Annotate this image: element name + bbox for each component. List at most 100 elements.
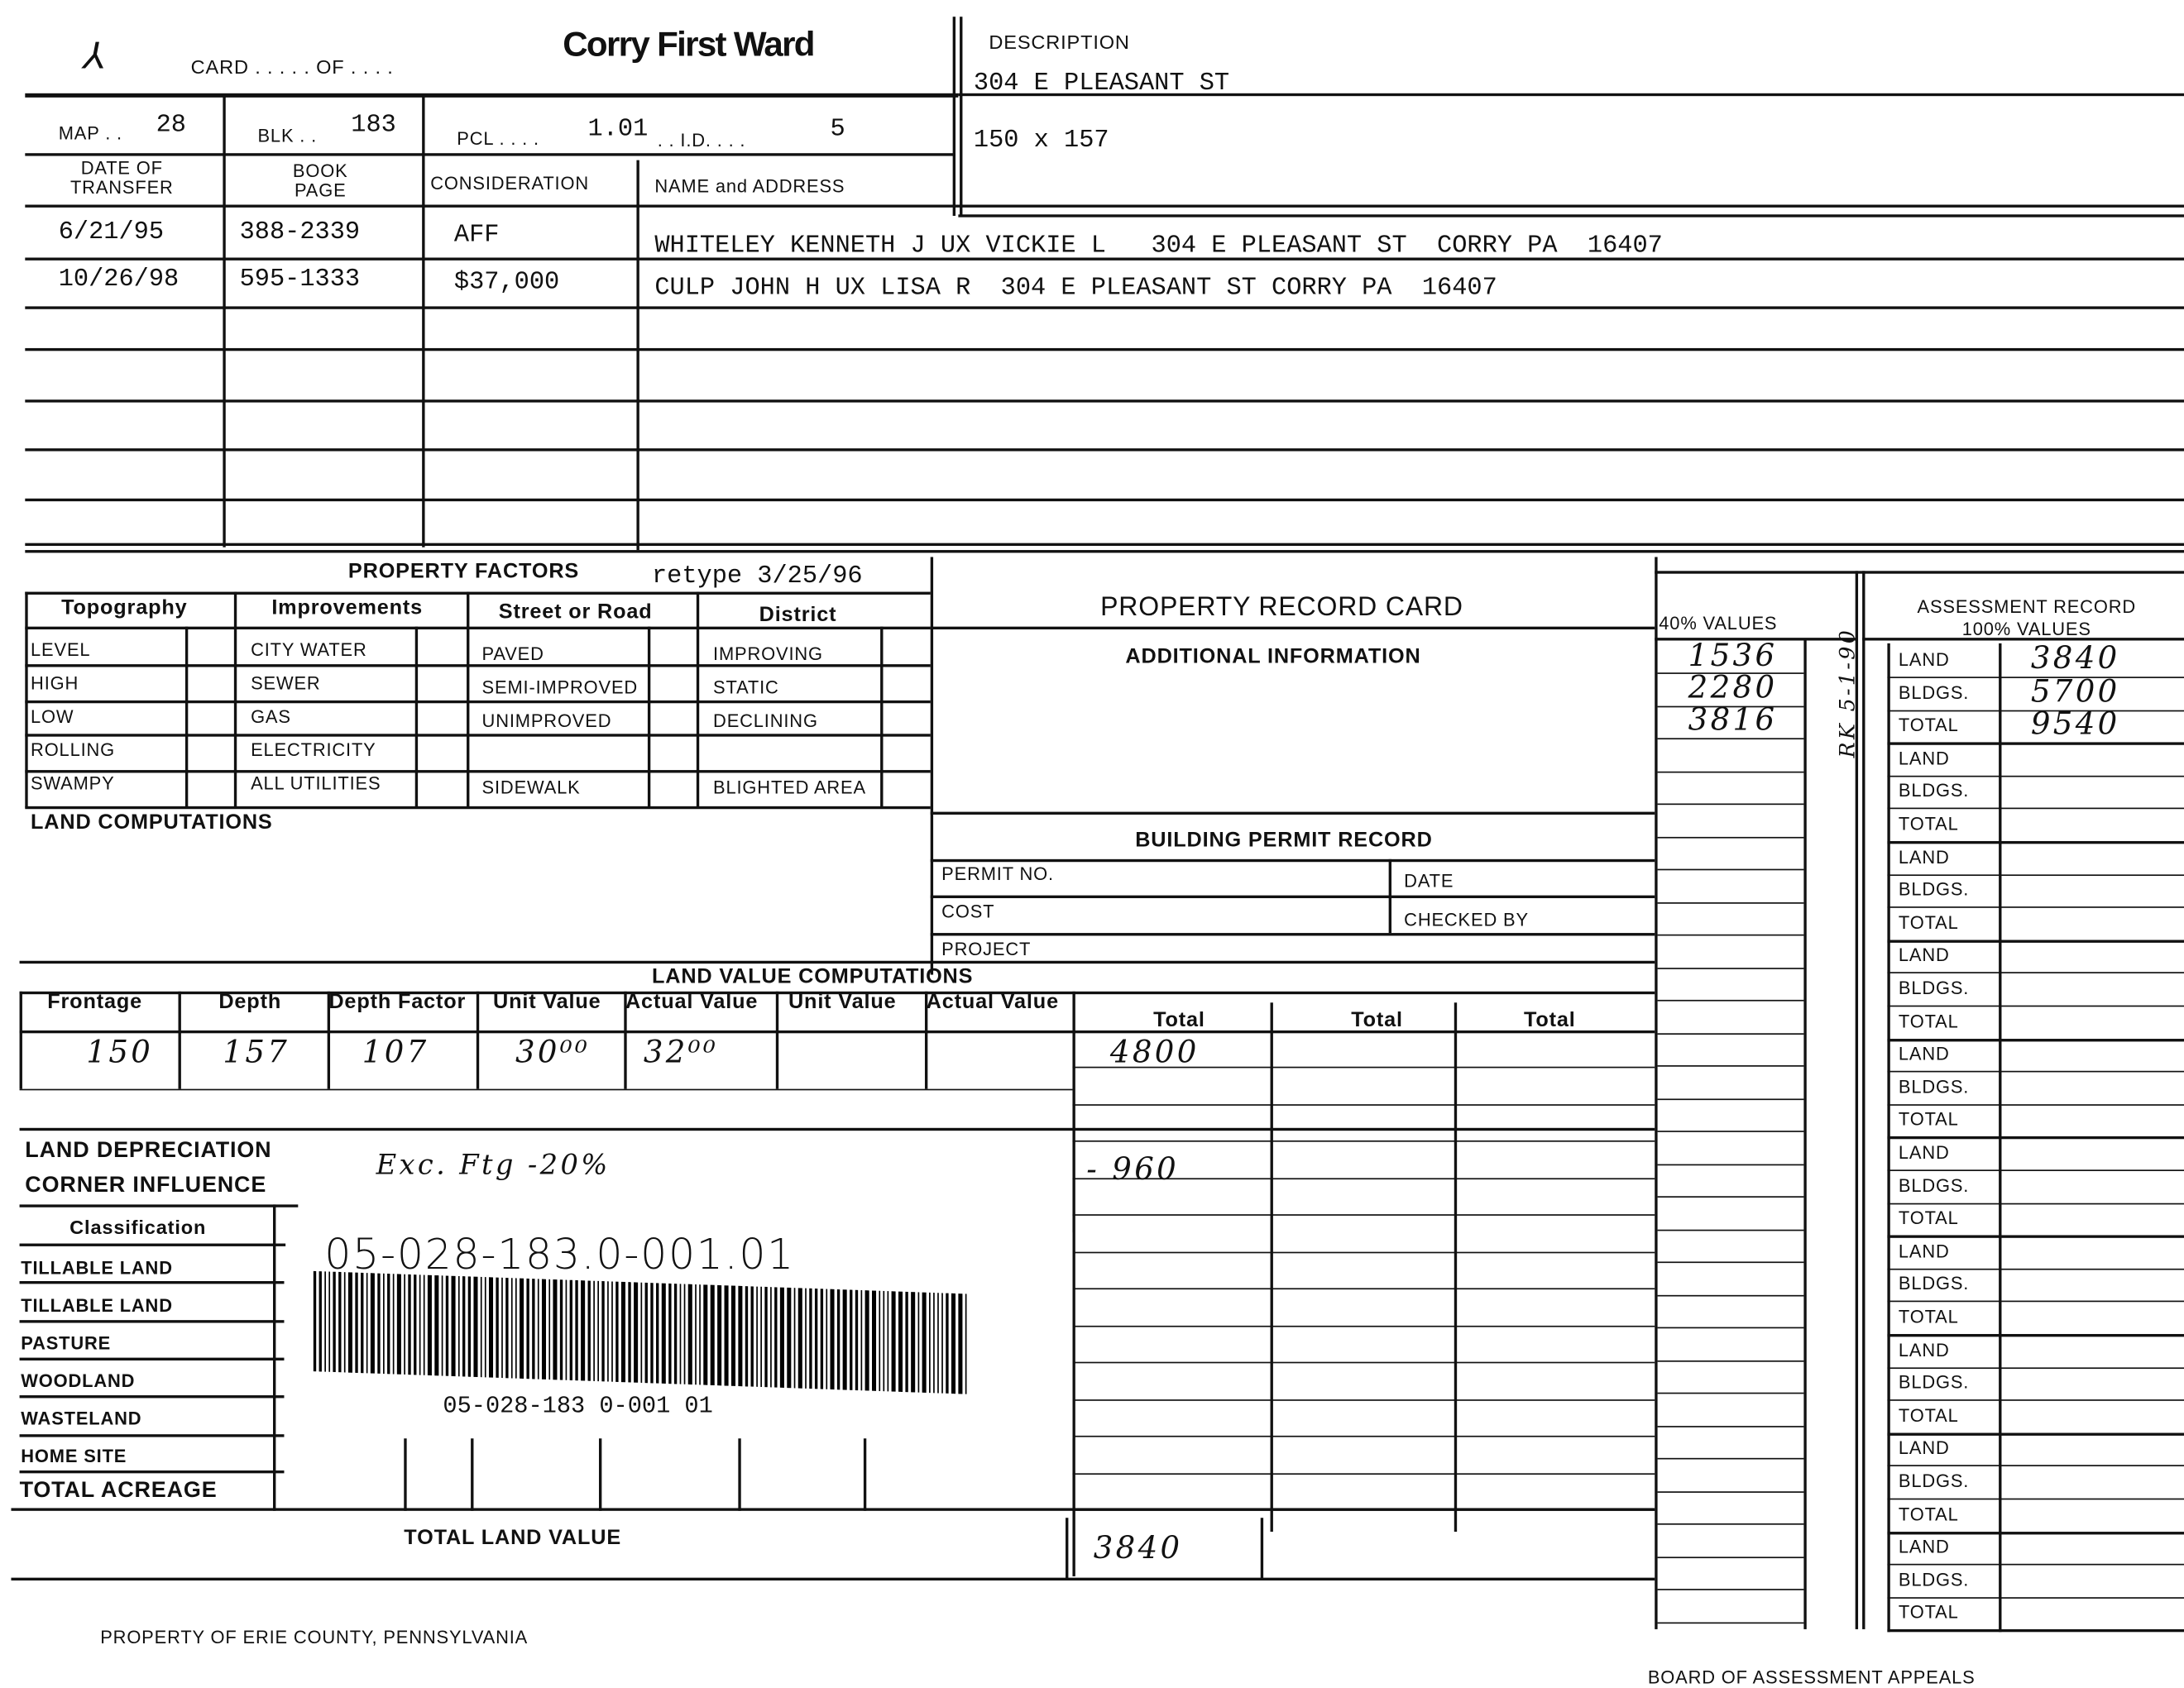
rule-line: [1072, 1472, 1655, 1475]
rule-line: [1454, 1002, 1458, 1533]
name-address-header: NAME and ADDRESS: [654, 175, 845, 197]
rule-line: [1657, 1556, 1804, 1558]
barcode-bar: [333, 1271, 336, 1373]
depreciation-note: Exc. Ftg -20%: [376, 1147, 611, 1181]
barcode-bar: [951, 1293, 956, 1394]
barcode-bar: [640, 1282, 643, 1383]
rule-line: [471, 1434, 474, 1511]
assessment-row-label: TOTAL: [1898, 1404, 1959, 1426]
assessment-row-label: BLDGS.: [1898, 780, 1970, 801]
barcode-bar: [860, 1289, 863, 1391]
rule-line: [19, 1030, 1655, 1034]
rule-line: [636, 160, 639, 551]
assessment-row-label: LAND: [1898, 944, 1950, 966]
land-value-cell: 157: [223, 1035, 290, 1071]
land-computations-label: LAND COMPUTATIONS: [31, 810, 273, 834]
rule-line: [25, 591, 931, 595]
rule-line: [1657, 770, 1804, 772]
rule-line: [19, 960, 1655, 964]
rule-line: [1072, 1177, 1655, 1179]
land-value-header: Unit Value: [493, 990, 601, 1014]
depreciation-value: - 960: [1086, 1153, 1180, 1188]
assessment-row-label: TOTAL: [1898, 813, 1959, 834]
rule-line: [1887, 1432, 2184, 1436]
barcode-bar: [510, 1278, 513, 1379]
rule-line: [19, 1088, 1073, 1091]
assessment-row-label: TOTAL: [1898, 1306, 1959, 1327]
barcode-bar: [760, 1286, 762, 1388]
assessment-row-label: LAND: [1898, 1437, 1950, 1459]
barcode-bar: [445, 1275, 449, 1376]
barcode-bar: [387, 1273, 390, 1375]
barcode-bar: [826, 1289, 828, 1389]
rule-line: [1388, 858, 1392, 934]
assessment-row-label: LAND: [1898, 747, 1950, 769]
assessment-row-label: LAND: [1898, 648, 1950, 670]
forty-percent-value: 3816: [1688, 703, 1778, 739]
barcode-bar: [434, 1274, 439, 1376]
rule-line: [233, 591, 237, 808]
rule-line: [1657, 868, 1804, 871]
rule-line: [930, 858, 1655, 863]
rule-line: [1655, 638, 1857, 641]
barcode-bar: [965, 1293, 967, 1394]
land-value-cell: 107: [362, 1035, 429, 1071]
factor-topography-item: LEVEL: [31, 638, 91, 661]
rule-line: [960, 17, 963, 216]
footer-owner: PROPERTY OF ERIE COUNTY, PENNSYLVANIA: [100, 1626, 529, 1647]
id-label: . . I.D. . . .: [657, 129, 746, 151]
barcode-bar: [541, 1279, 547, 1380]
record-card-title: PROPERTY RECORD CARD: [1100, 593, 1463, 623]
barcode-bar: [683, 1284, 686, 1384]
barcode-bar: [451, 1275, 456, 1377]
rule-line: [19, 1127, 1655, 1131]
pcl-label: PCL . . . .: [457, 127, 539, 150]
land-value-header: Depth: [218, 990, 282, 1014]
barcode-bar: [724, 1285, 729, 1386]
rule-line: [25, 591, 28, 808]
rule-line: [1887, 1498, 2184, 1500]
rule-line: [327, 991, 331, 1089]
barcode-bar: [864, 1290, 869, 1391]
barcode-bar: [496, 1277, 499, 1378]
barcode-bar: [883, 1290, 885, 1392]
rule-line: [25, 700, 931, 704]
rule-line: [1887, 873, 2184, 876]
rule-line: [25, 448, 2184, 452]
property-factors-title: PROPERTY FACTORS: [347, 559, 580, 584]
land-value-header: Unit Value: [788, 990, 897, 1014]
rule-line: [1862, 571, 1866, 1629]
rule-line: [1887, 1596, 2184, 1599]
transfer-date: 6/21/95: [58, 218, 165, 247]
rule-line: [25, 153, 956, 156]
barcode-bar: [396, 1274, 401, 1375]
rule-line: [1072, 1288, 1655, 1290]
rule-line: [25, 770, 931, 773]
barcode-bar: [328, 1271, 331, 1372]
rule-line: [1657, 1490, 1804, 1493]
rule-line: [1655, 571, 2184, 574]
barcode-bar: [842, 1289, 847, 1390]
rule-line: [1887, 1103, 2184, 1106]
rule-line: [25, 498, 2184, 502]
barcode-bar: [347, 1272, 352, 1373]
rule-line: [1887, 1038, 2184, 1041]
barcode-bar: [750, 1286, 754, 1387]
barcode-bar: [634, 1282, 639, 1383]
barcode-bar: [462, 1276, 466, 1377]
rule-line: [775, 991, 779, 1089]
barcode-bar: [611, 1281, 613, 1382]
rule-line: [1887, 1268, 2184, 1270]
page-title: Corry First Ward: [563, 25, 815, 65]
land-value-header: Frontage: [47, 990, 143, 1014]
rule-line: [25, 93, 959, 98]
rule-line: [958, 93, 2184, 97]
barcode-bar: [898, 1291, 903, 1392]
barcode-bar: [520, 1278, 524, 1379]
rule-line: [11, 1577, 1655, 1580]
barcode-bar: [324, 1271, 326, 1372]
rule-line: [25, 347, 2184, 351]
barcode-bar: [565, 1279, 568, 1380]
rule-line: [1657, 1392, 1804, 1394]
barcode-bar: [687, 1284, 692, 1385]
